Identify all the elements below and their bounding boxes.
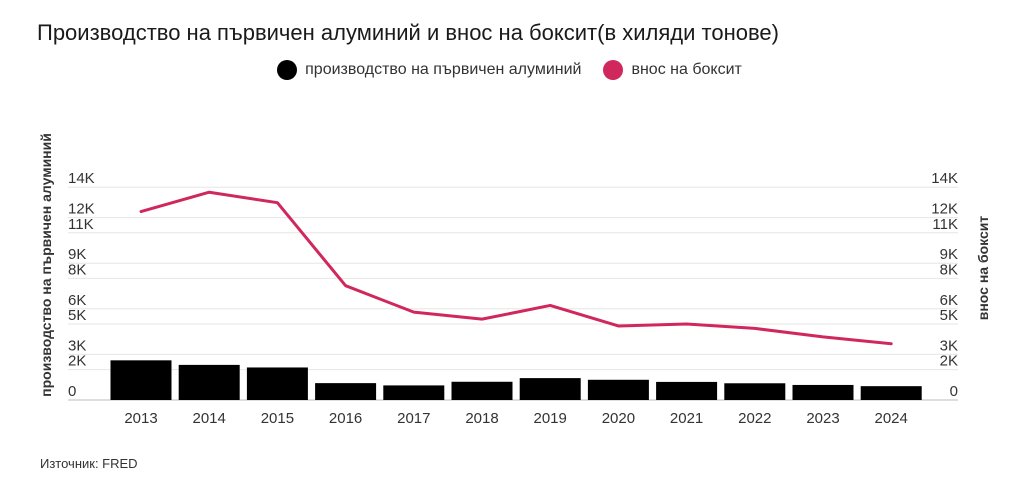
right-axis-title: внос на боксит	[975, 216, 991, 321]
right-tick-label: 9K	[940, 246, 958, 263]
bar-aluminium	[110, 360, 172, 400]
bar-aluminium	[383, 385, 445, 400]
bar-aluminium	[860, 386, 922, 400]
x-tick-label: 2021	[670, 410, 703, 427]
left-axis-title: производство на първичен алуминий	[38, 133, 54, 397]
bar-aluminium	[587, 379, 649, 400]
source-note: Източник: FRED	[40, 456, 138, 471]
legend-label-bauxite: внос на боксит	[631, 61, 742, 78]
legend-marker-bauxite	[603, 60, 624, 80]
right-tick-label: 0	[950, 383, 958, 400]
right-tick-label: 3K	[940, 337, 958, 354]
left-tick-label: 5K	[68, 307, 86, 324]
x-tick-label: 2014	[193, 410, 226, 427]
line-bauxite	[139, 190, 893, 346]
left-tick-label: 9K	[68, 246, 86, 263]
x-tick-label: 2016	[329, 410, 362, 427]
x-tick-label: 2013	[124, 410, 157, 427]
left-tick-label: 3K	[68, 337, 86, 354]
bar-aluminium	[315, 383, 377, 400]
left-tick-label: 8K	[68, 261, 86, 278]
left-tick-label: 0	[68, 383, 76, 400]
legend: производство на първичен алуминий внос н…	[0, 60, 1019, 80]
bar-aluminium	[519, 378, 581, 400]
x-tick-label: 2020	[602, 410, 635, 427]
bar-aluminium	[178, 364, 240, 400]
x-tick-label: 2018	[465, 410, 498, 427]
legend-label-aluminium: производство на първичен алуминий	[305, 61, 582, 78]
right-tick-label: 2K	[940, 353, 958, 370]
right-tick-label: 12K	[931, 201, 958, 218]
x-tick-label: 2019	[534, 410, 567, 427]
x-tick-label: 2017	[397, 410, 430, 427]
right-tick-label: 11K	[932, 216, 958, 233]
x-tick-label: 2023	[806, 410, 839, 427]
right-tick-label: 6K	[940, 292, 958, 309]
left-tick-label: 6K	[68, 292, 86, 309]
left-tick-label: 12K	[68, 201, 95, 218]
right-tick-label: 8K	[940, 261, 958, 278]
bar-aluminium	[656, 381, 718, 400]
legend-marker-aluminium	[277, 60, 298, 80]
bar-aluminium	[451, 381, 513, 400]
right-tick-label: 14K	[931, 170, 958, 187]
legend-item-bauxite[interactable]: внос на боксит	[603, 60, 742, 80]
left-tick-label: 11K	[68, 216, 94, 233]
x-tick-label: 2022	[738, 410, 771, 427]
legend-item-aluminium[interactable]: производство на първичен алуминий	[277, 60, 581, 80]
chart-title: Производство на първичен алуминий и внос…	[37, 20, 779, 45]
x-tick-label: 2024	[875, 410, 908, 427]
bar-aluminium	[246, 367, 308, 400]
x-tick-label: 2015	[261, 410, 294, 427]
left-tick-label: 2K	[68, 353, 86, 370]
bar-aluminium	[792, 384, 854, 400]
left-tick-label: 14K	[68, 170, 95, 187]
bar-aluminium	[724, 383, 786, 400]
right-tick-label: 5K	[940, 307, 958, 324]
